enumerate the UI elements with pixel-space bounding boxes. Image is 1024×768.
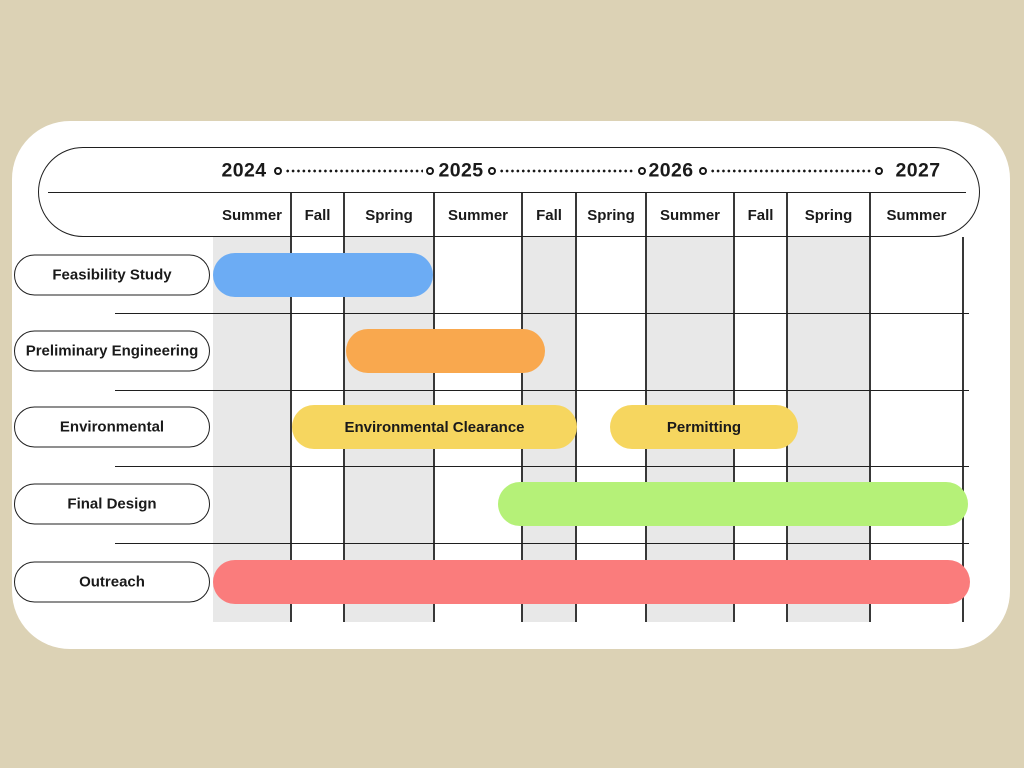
shaded-column <box>787 237 870 622</box>
shaded-column <box>213 237 291 622</box>
row-label-text: Feasibility Study <box>52 266 172 284</box>
timeline-ring-icon <box>699 167 707 175</box>
row-label-text: Final Design <box>67 495 157 513</box>
row-label-text: Environmental <box>59 418 165 436</box>
season-label: Spring <box>804 207 853 224</box>
task-bar-label: Permitting <box>666 418 742 436</box>
timeline-ring-icon <box>875 167 883 175</box>
row-label-outreach: Outreach <box>14 561 210 603</box>
row-separator <box>115 313 969 314</box>
season-label: Summer <box>447 207 509 224</box>
season-label: Spring <box>365 207 413 224</box>
dotted-line <box>285 169 423 173</box>
task-bar <box>213 560 970 604</box>
row-label-environmental: Environmental <box>14 406 210 448</box>
grid-vline <box>962 237 964 622</box>
timeline-ring-icon <box>274 167 282 175</box>
season-label: Fall <box>536 207 562 224</box>
row-label-text: Outreach <box>79 573 145 591</box>
year-label: 2026 <box>648 159 694 182</box>
row-label-preliminary-engineering: Preliminary Engineering <box>14 330 210 372</box>
grid-vline <box>869 193 871 622</box>
year-connector <box>699 166 883 176</box>
task-bar: Permitting <box>610 405 798 449</box>
season-label: Summer <box>886 207 947 224</box>
row-label-text: Preliminary Engineering <box>25 342 199 360</box>
year-label: 2024 <box>221 159 267 182</box>
season-label: Fall <box>747 207 774 224</box>
task-bar: Environmental Clearance <box>292 405 577 449</box>
task-bar <box>213 253 433 297</box>
row-separator <box>115 543 969 544</box>
season-label: Summer <box>221 207 283 224</box>
row-label-feasibility-study: Feasibility Study <box>14 254 210 296</box>
task-bar-label: Environmental Clearance <box>344 418 525 436</box>
year-season-divider <box>48 192 966 193</box>
timeline-header-capsule <box>38 147 980 237</box>
row-label-final-design: Final Design <box>14 483 210 525</box>
dotted-line <box>499 169 635 173</box>
year-label: 2027 <box>895 159 941 182</box>
task-bar <box>346 329 545 373</box>
row-separator <box>115 466 969 467</box>
row-separator <box>115 390 969 391</box>
year-label: 2025 <box>438 159 484 182</box>
timeline-ring-icon <box>426 167 434 175</box>
timeline-ring-icon <box>488 167 496 175</box>
year-connector <box>274 166 434 176</box>
dotted-line <box>710 169 872 173</box>
timeline-ring-icon <box>638 167 646 175</box>
season-label: Summer <box>659 207 721 224</box>
grid-vline <box>575 193 577 622</box>
season-label: Fall <box>304 207 331 224</box>
task-bar <box>498 482 968 526</box>
year-connector <box>488 166 646 176</box>
grid-vline <box>290 193 292 622</box>
gantt-card: Feasibility Study Preliminary Engineerin… <box>12 121 1010 649</box>
season-label: Spring <box>587 207 635 224</box>
